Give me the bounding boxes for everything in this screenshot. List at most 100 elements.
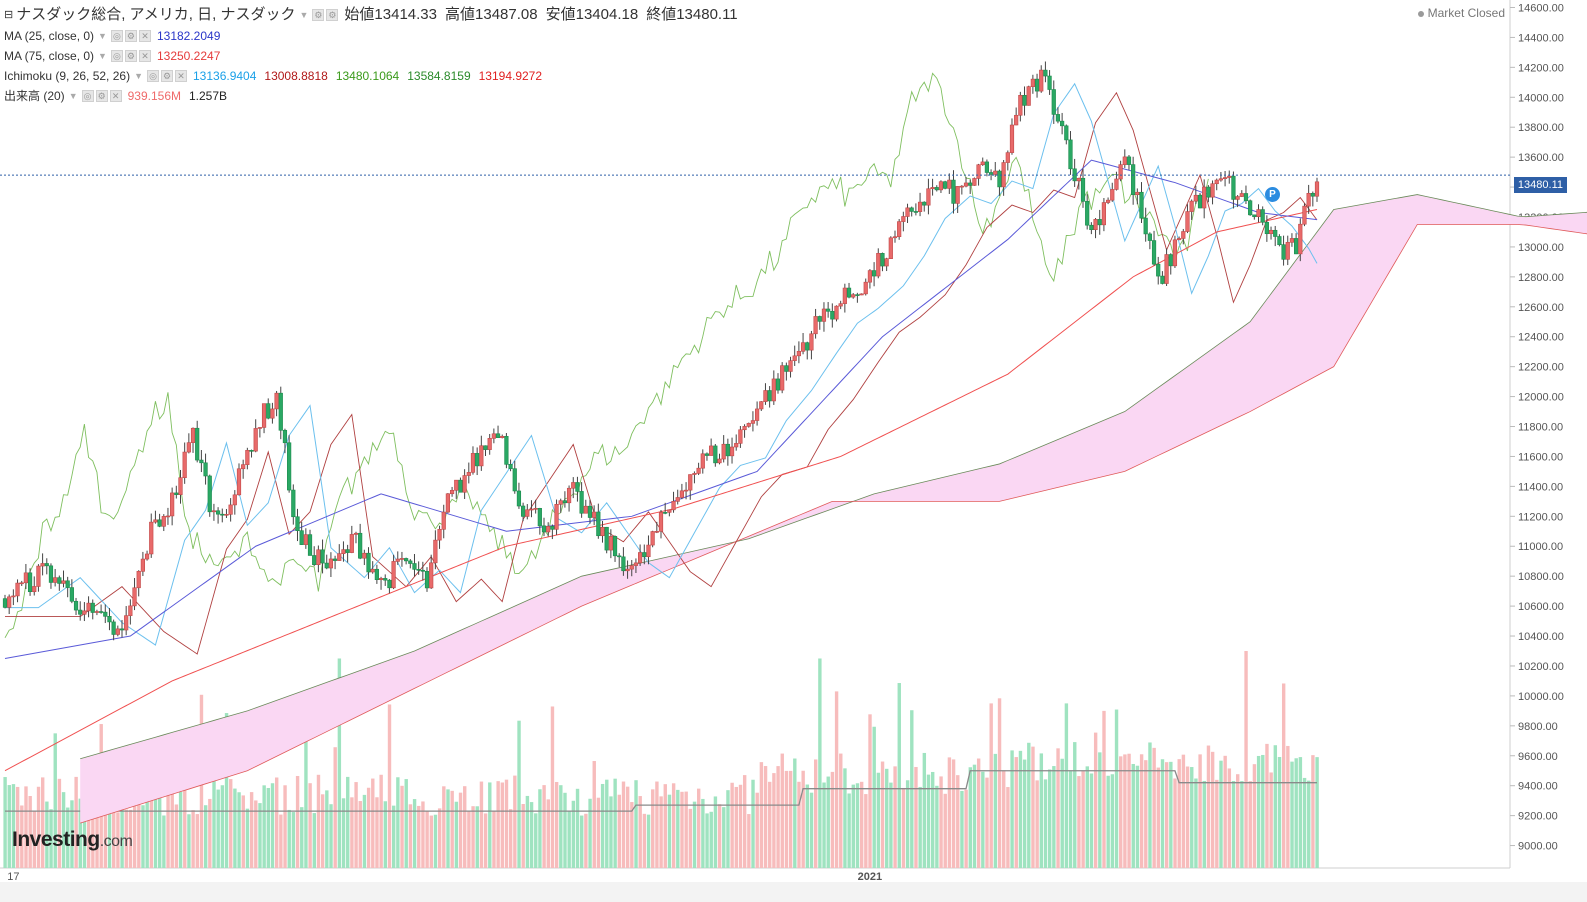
series-controls[interactable]: ⚙ ⚙	[312, 9, 339, 21]
candle-body	[391, 561, 396, 589]
candle-body	[633, 562, 639, 566]
low-value: 13404.18	[575, 6, 639, 23]
chevron-down-icon[interactable]: ▼	[299, 10, 309, 20]
gear-icon[interactable]: ⚙	[95, 90, 108, 102]
candle-body	[1268, 229, 1274, 235]
volume-bar	[964, 789, 968, 868]
ichimoku-label: Ichimoku (9, 26, 52, 26)	[4, 69, 131, 83]
volume-bar	[575, 788, 580, 868]
candle-body	[257, 427, 262, 429]
candle-body	[533, 508, 538, 510]
candle-body	[688, 474, 693, 491]
volume-bar	[1256, 755, 1261, 868]
chevron-down-icon[interactable]: ▼	[68, 91, 78, 101]
candle-body	[278, 392, 283, 431]
candle-body	[1227, 175, 1232, 178]
visibility-icon[interactable]: ◎	[81, 90, 94, 102]
candle-body	[717, 458, 722, 464]
volume-bar	[1269, 772, 1273, 868]
candle-body	[207, 475, 212, 513]
chevron-down-icon[interactable]: ▼	[98, 51, 107, 61]
candle-body	[842, 287, 847, 304]
visibility-icon[interactable]: ◎	[147, 70, 159, 82]
price-tick-label: 9600.00	[1518, 751, 1558, 763]
candle-body	[1206, 186, 1211, 198]
candle-body	[224, 514, 229, 516]
price-tick-label: 9400.00	[1518, 781, 1558, 793]
gear-icon[interactable]: ⚙	[124, 30, 137, 42]
volume-bar	[1190, 767, 1194, 868]
ma75-line	[4, 208, 1318, 772]
volume-bar	[847, 793, 851, 868]
volume-bar	[3, 777, 7, 868]
candle-body	[658, 512, 664, 532]
candle-body	[1193, 194, 1198, 202]
volume-bar	[918, 786, 922, 868]
candle-body	[27, 572, 33, 593]
candle-body	[963, 182, 969, 187]
candle-body	[917, 201, 923, 212]
volume-bar	[350, 797, 354, 868]
candle-body	[61, 580, 66, 584]
candle-body	[512, 468, 517, 492]
volume-bar	[534, 813, 538, 868]
volume-bar	[1064, 703, 1069, 868]
gear-icon[interactable]: ⚙	[161, 70, 173, 82]
visibility-icon[interactable]: ◎	[110, 50, 123, 62]
candle-body	[683, 489, 689, 492]
gear-icon[interactable]: ⚙	[124, 50, 137, 62]
candle-body	[1314, 181, 1320, 197]
volume-bar	[1185, 766, 1190, 868]
volume-bar	[233, 788, 237, 868]
volume-bar	[747, 814, 751, 868]
volume-bar	[546, 799, 550, 868]
volume-bar	[112, 778, 116, 868]
candle-body	[988, 172, 994, 175]
candle-body	[571, 482, 576, 489]
close-icon[interactable]: ✕	[175, 70, 187, 82]
volume-bar	[1281, 683, 1286, 868]
close-icon[interactable]: ✕	[138, 30, 151, 42]
gear-icon[interactable]: ⚙	[326, 9, 339, 21]
candle-body	[40, 563, 45, 567]
volume-bar	[559, 785, 563, 868]
volume-controls[interactable]: ◎ ⚙ ✕	[81, 90, 122, 102]
candle-body	[600, 526, 605, 537]
candle-body	[834, 305, 839, 320]
volume-bar	[483, 813, 488, 868]
close-icon[interactable]: ✕	[138, 50, 151, 62]
volume-bar	[404, 779, 408, 868]
close-label: 終値	[646, 6, 677, 23]
volume-bar	[763, 766, 768, 868]
volume-bar	[1081, 770, 1085, 868]
price-tick-label: 9800.00	[1518, 721, 1558, 733]
chevron-down-icon[interactable]: ▼	[134, 71, 143, 81]
ma25-controls[interactable]: ◎ ⚙ ✕	[110, 30, 151, 42]
candle-body	[1306, 192, 1311, 207]
volume-bar	[529, 802, 534, 868]
volume-bar	[295, 775, 300, 868]
volume-bar	[354, 782, 358, 868]
volume-bar	[525, 795, 530, 868]
ma75-controls[interactable]: ◎ ⚙ ✕	[110, 50, 151, 62]
volume-bar	[383, 801, 388, 868]
volume-bar	[663, 784, 667, 868]
volume-bar	[889, 782, 893, 868]
ichimoku-controls[interactable]: ◎ ⚙ ✕	[147, 70, 187, 82]
close-icon[interactable]: ✕	[109, 90, 122, 102]
settings-icon[interactable]: ⚙	[312, 9, 325, 21]
candle-body	[792, 355, 797, 361]
event-marker[interactable]: P	[1265, 187, 1280, 202]
volume-bar	[387, 704, 392, 868]
candle-body	[90, 602, 95, 613]
visibility-icon[interactable]: ◎	[110, 30, 123, 42]
volume-bar	[855, 783, 860, 868]
price-tick-label: 12600.00	[1518, 302, 1564, 314]
candle-body	[951, 179, 956, 204]
collapse-icon[interactable]: ⊟	[4, 9, 14, 21]
candle-body	[362, 552, 367, 559]
volume-bar	[1047, 769, 1052, 868]
volume-bar	[337, 658, 342, 868]
chevron-down-icon[interactable]: ▼	[98, 31, 107, 41]
